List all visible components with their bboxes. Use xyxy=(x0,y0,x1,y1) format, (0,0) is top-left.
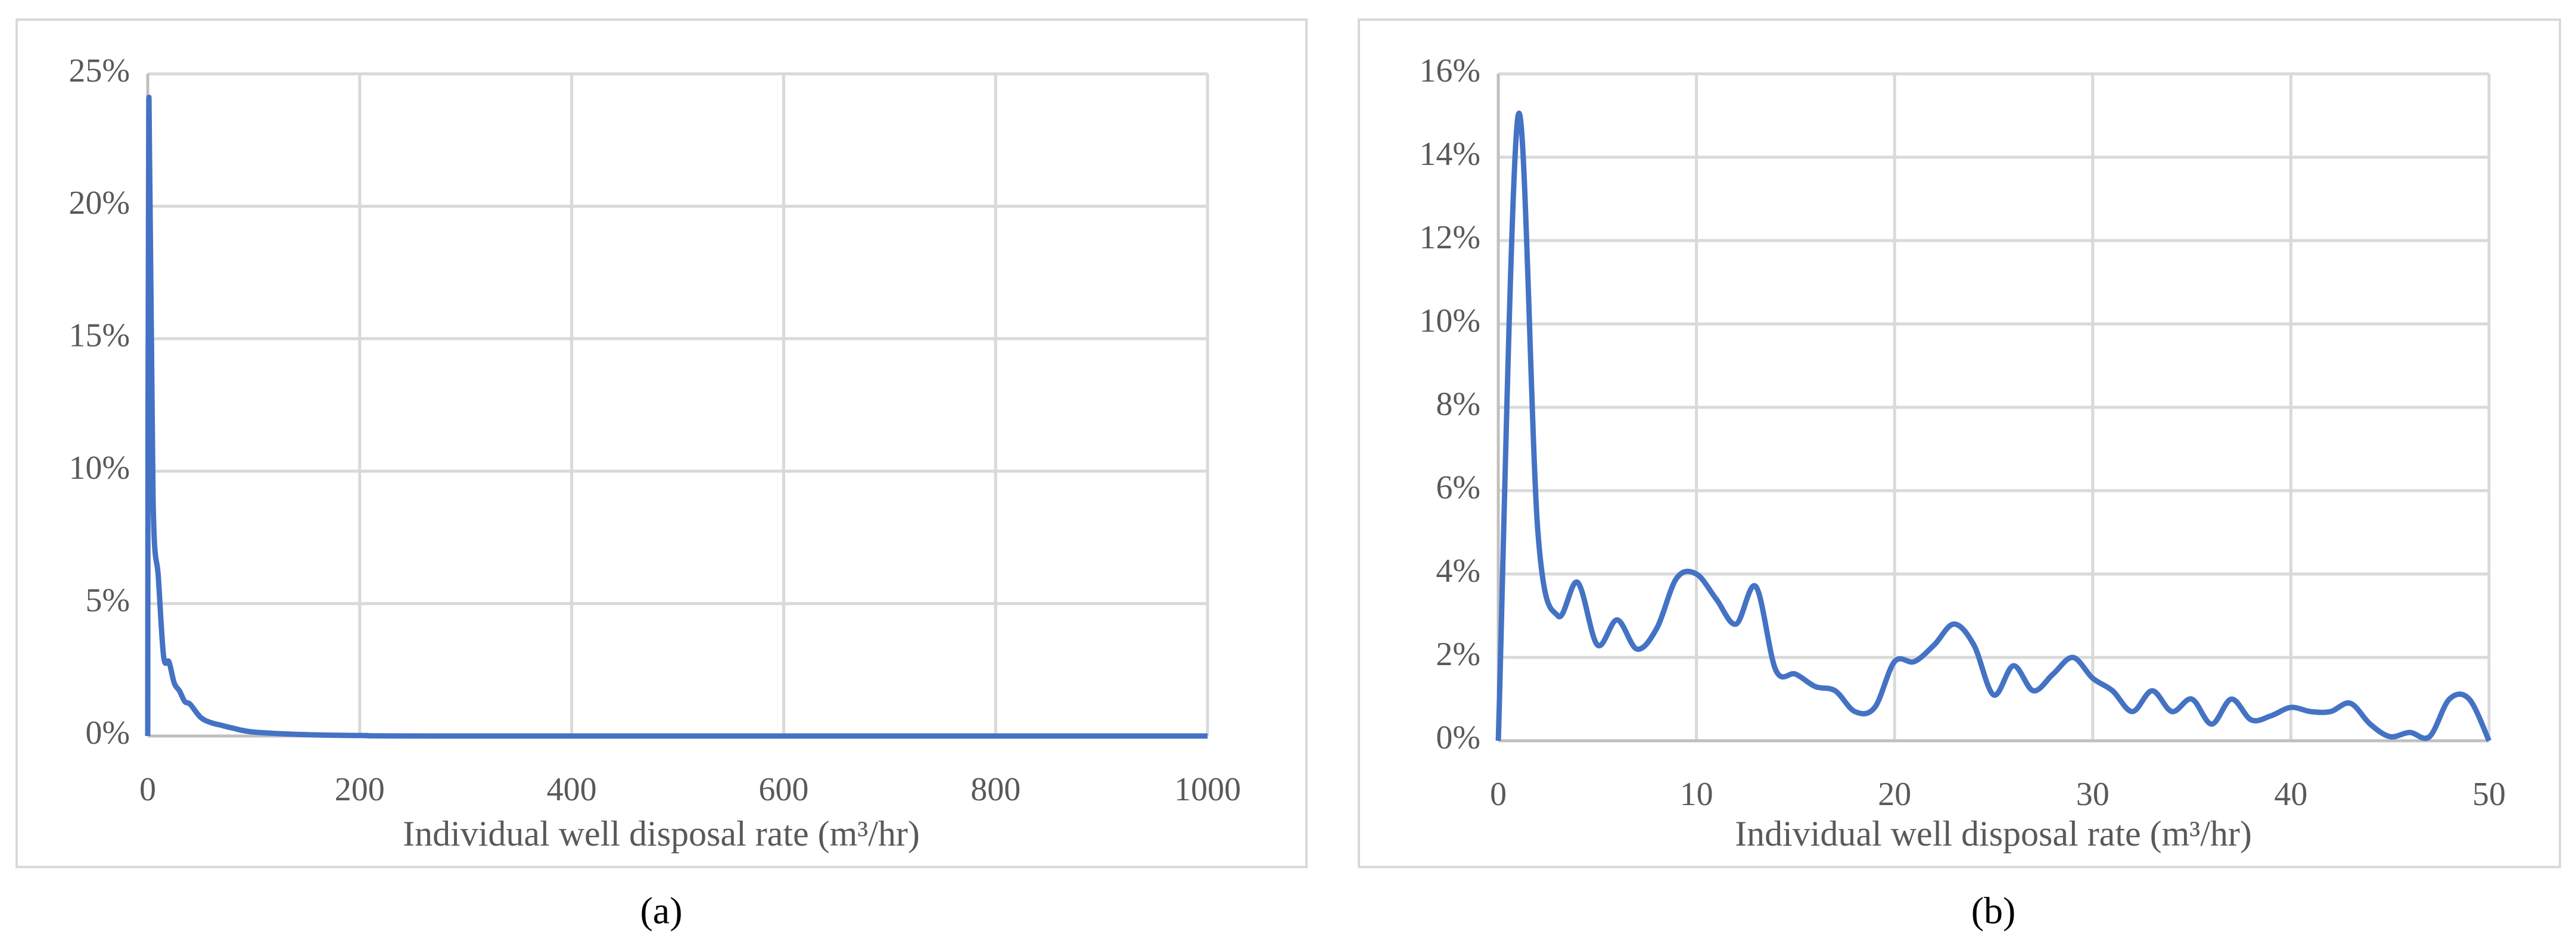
y-tick-label: 2% xyxy=(1436,636,1480,673)
y-tick-label: 10% xyxy=(69,450,130,487)
y-tick-label: 12% xyxy=(1419,219,1480,256)
panel-border xyxy=(1358,18,2561,868)
x-tick-label: 0 xyxy=(1490,776,1507,813)
y-tick-label: 8% xyxy=(1436,386,1480,423)
y-tick-label: 6% xyxy=(1436,469,1480,506)
x-tick-label: 1000 xyxy=(1174,771,1241,808)
y-tick-label: 20% xyxy=(69,185,130,222)
y-tick-label: 14% xyxy=(1419,136,1480,173)
y-tick-label: 15% xyxy=(69,317,130,354)
x-tick-label: 400 xyxy=(547,771,597,808)
x-axis-title: Individual well disposal rate (m³/hr) xyxy=(1735,814,2252,853)
x-tick-label: 40 xyxy=(2274,776,2307,813)
y-tick-label: 5% xyxy=(85,582,130,619)
panel-caption: (b) xyxy=(1971,890,2016,932)
data-line xyxy=(1495,110,2492,742)
y-tick-label: 10% xyxy=(1419,303,1480,339)
panel-border xyxy=(15,18,1308,868)
y-tick-label: 4% xyxy=(1436,553,1480,590)
x-tick-label: 10 xyxy=(1680,776,1713,813)
panel-caption: (a) xyxy=(640,890,682,932)
x-tick-label: 0 xyxy=(139,771,156,808)
x-tick-label: 50 xyxy=(2472,776,2506,813)
y-tick-label: 0% xyxy=(1436,719,1480,756)
x-axis-title: Individual well disposal rate (m³/hr) xyxy=(403,814,920,853)
x-tick-label: 20 xyxy=(1878,776,1911,813)
x-tick-label: 600 xyxy=(758,771,808,808)
x-tick-label: 200 xyxy=(335,771,385,808)
y-tick-label: 16% xyxy=(1419,52,1480,89)
x-tick-label: 800 xyxy=(970,771,1021,808)
y-tick-label: 0% xyxy=(85,715,130,751)
data-line xyxy=(145,95,1208,739)
y-tick-label: 25% xyxy=(69,52,130,89)
x-tick-label: 30 xyxy=(2076,776,2110,813)
